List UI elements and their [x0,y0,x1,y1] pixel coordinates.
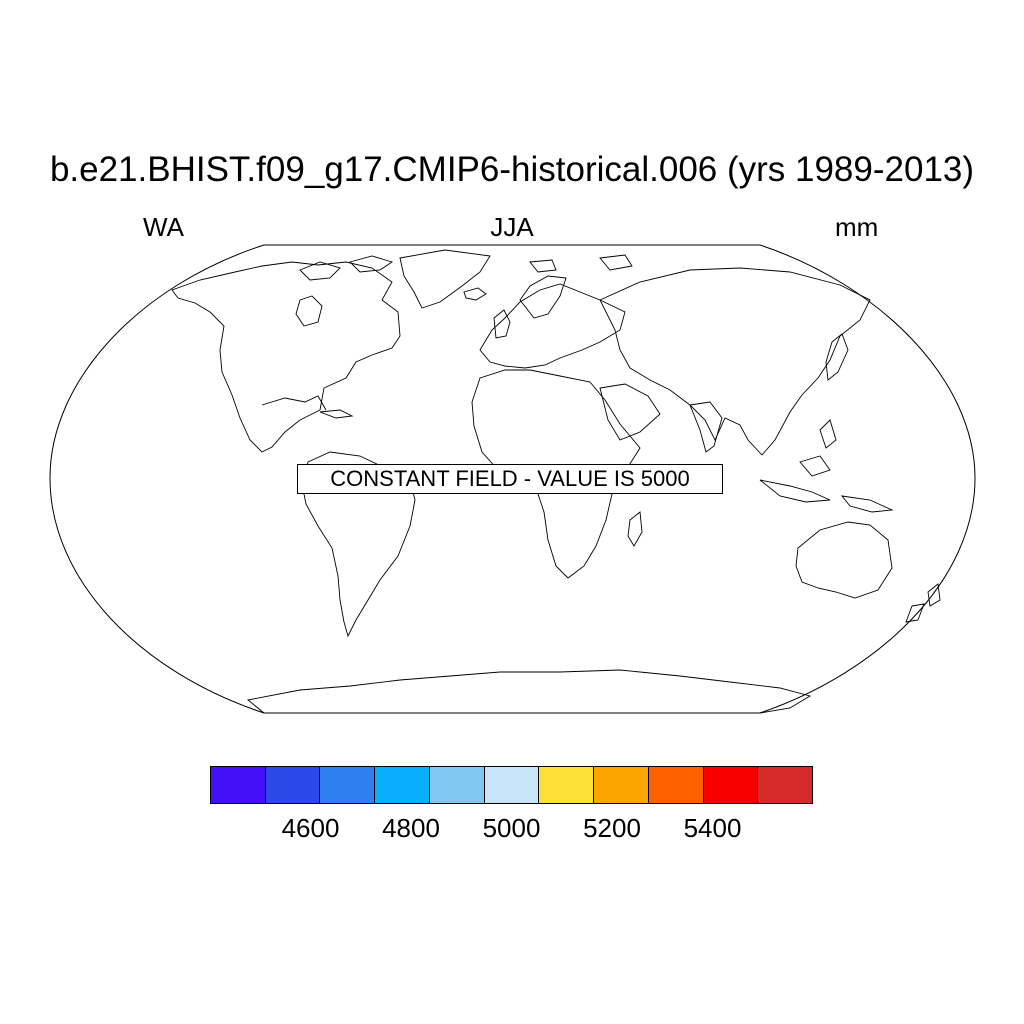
coast-scandinavia [519,275,567,319]
colorbar-tick-label: 4600 [281,813,340,843]
coastlines [171,249,941,714]
coast-europe [479,283,626,369]
colorbar-box-7 [594,767,649,803]
coast-asia [599,267,871,456]
colorbar-box-4 [429,767,485,803]
constant-field-notice: CONSTANT FIELD - VALUE IS 5000 [297,464,723,494]
coast-greenland [399,249,491,309]
colorbar-box-2 [320,767,376,803]
coast-uk [493,309,511,339]
colorbar-box-9 [703,767,759,803]
coast-north-america [171,261,401,453]
colorbar-tick-label: 5200 [583,813,641,843]
colorbar-tick-label: 5400 [683,813,742,843]
coast-new-zealand [927,583,941,607]
coast-japan [825,333,849,381]
coast-australia [795,521,893,599]
colorbar-box-8 [648,767,704,803]
colorbar-box-0 [211,767,266,803]
variable-label: WA [143,212,184,242]
coast-iceland [463,287,487,301]
colorbar-tick-label: 4800 [382,813,440,843]
colorbar-box-6 [539,767,595,803]
coast-gulf [261,395,327,411]
coast-arabia [599,383,661,441]
coast-antarctica [246,669,812,714]
coast-indonesia [759,479,831,503]
coast-hudson-bay [295,295,323,327]
units-label: mm [835,212,879,242]
colorbar-tick-label: 5000 [482,813,541,843]
colorbar-box-3 [375,767,430,803]
season-label: JJA [490,212,534,242]
colorbar-labels: 4600 4800 5000 5200 5400 [210,813,813,845]
plot-title: b.e21.BHIST.f09_g17.CMIP6-historical.006… [49,150,975,189]
coast-madagascar [627,511,643,547]
colorbar-box-1 [265,767,321,803]
colorbar-box-5 [484,767,540,803]
coast-india [689,401,723,453]
colorbar-box-10 [758,767,813,803]
colorbar [210,766,813,804]
